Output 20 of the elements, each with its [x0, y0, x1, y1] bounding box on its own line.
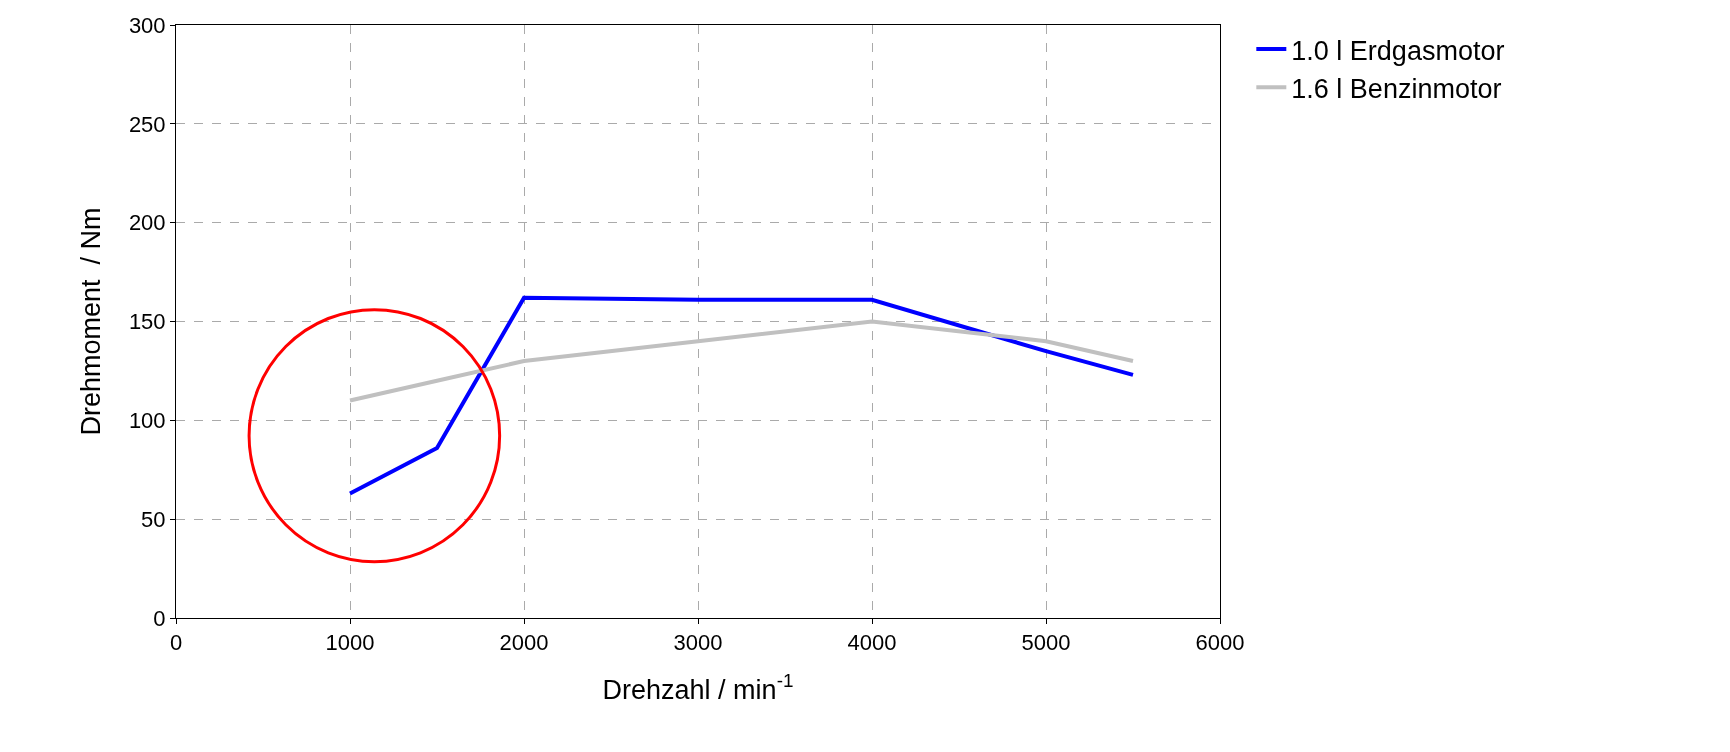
x-tick-label: 0: [169, 630, 183, 656]
y-tick-label: 300: [128, 12, 166, 38]
x-tick-label: 3000: [673, 630, 723, 656]
y-tick-label: 50: [141, 506, 166, 532]
x-tick-label: 6000: [1195, 630, 1245, 656]
y-tick-label: 0: [153, 605, 166, 631]
x-tick-label: 1000: [325, 630, 375, 656]
line-series: [348, 295, 1135, 496]
line-series: [348, 319, 1135, 403]
y-tick-label: 150: [128, 309, 166, 335]
legend-label: 1.6 l Benzinmotor: [1291, 73, 1502, 104]
y-tick-label: 250: [128, 111, 166, 137]
x-tick-label: 4000: [847, 630, 897, 656]
x-tick-label: 5000: [1021, 630, 1071, 656]
y-tick-label: 100: [128, 408, 166, 434]
x-tick-label: 2000: [499, 630, 549, 656]
y-tick-label: 200: [128, 210, 166, 236]
legend-label: 1.0 l Erdgasmotor: [1291, 35, 1505, 66]
x-axis-title: Drehzahl / min$^{-1}$: [602, 670, 794, 705]
y-axis-title: Drehmoment / Nm: [75, 207, 106, 436]
